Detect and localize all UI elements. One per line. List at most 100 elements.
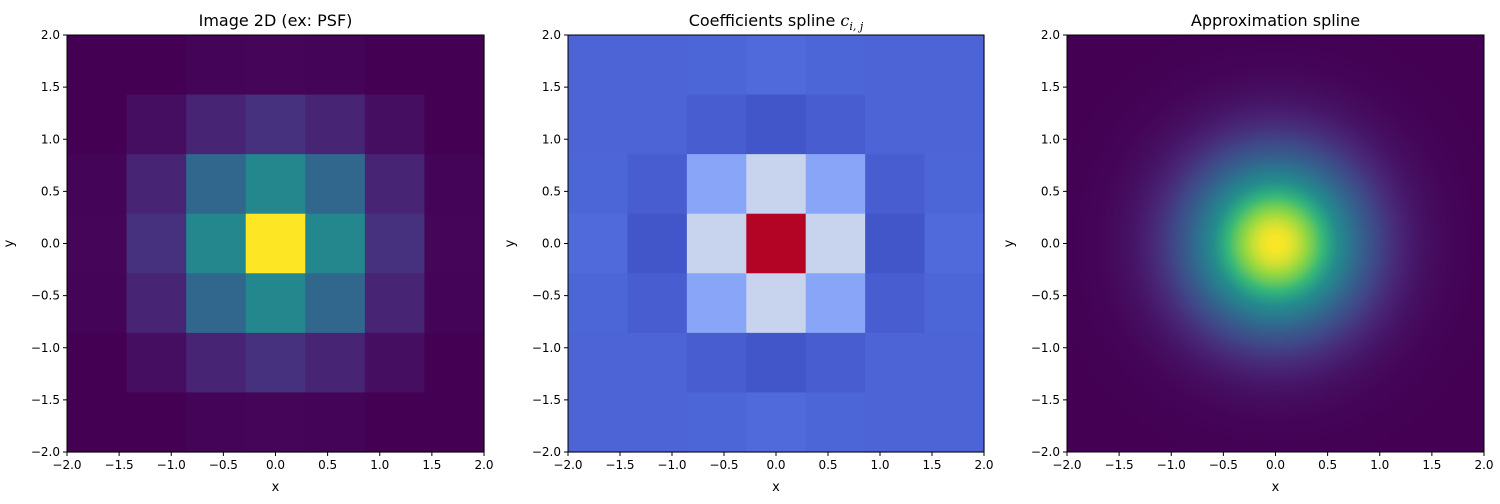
heatmap-cell	[305, 94, 366, 155]
heatmap-cell	[805, 94, 866, 155]
heatmap-cell	[805, 35, 866, 96]
y-axis-ticks: −2.0 −1.5 −1.0 −0.5 0.0 0.5 1.0 1.5 2.0	[31, 28, 67, 459]
panel-spline-coefficients: Coefficients spline ci, j −2.0 −1.5 −1.0 −0…	[503, 11, 994, 495]
x-tick-label: −1.0	[657, 458, 686, 472]
x-tick-label: 0.5	[818, 458, 837, 472]
heatmap-cells	[568, 35, 985, 453]
x-axis-label: x	[1272, 480, 1280, 495]
chart-title-text: Coefficients spline	[689, 11, 841, 30]
x-tick-label: 1.0	[370, 458, 389, 472]
y-axis-label: y	[503, 239, 518, 247]
heatmap-cell	[245, 94, 306, 155]
heatmap-cell	[924, 392, 985, 453]
x-tick-label: −1.5	[1105, 458, 1134, 472]
heatmap-cell	[805, 213, 866, 274]
heatmap-cell	[627, 94, 688, 155]
heatmap-cell	[424, 35, 485, 96]
panel-psf-image: Image 2D (ex: PSF) −2.0 −1.5 −1.0 −0.5 0.0 0.…	[2, 11, 494, 495]
x-axis-ticks: −2.0 −1.5 −1.0 −0.5 0.0 0.5 1.0 1.5 2.0	[553, 452, 994, 472]
y-tick-label: 0.0	[41, 237, 60, 251]
heatmap-cell	[305, 332, 366, 394]
heatmap-cell	[245, 35, 306, 96]
heatmap-cell	[865, 35, 926, 96]
y-tick-label: 1.0	[1041, 132, 1060, 146]
y-axis-ticks: −2.0 −1.5 −1.0 −0.5 0.0 0.5 1.0 1.5 2.0	[532, 28, 568, 459]
heatmap-cell	[805, 392, 866, 453]
heatmap-cell	[924, 154, 985, 215]
y-tick-label: 0.5	[542, 184, 561, 198]
x-tick-label: −0.5	[709, 458, 738, 472]
y-tick-label: −2.0	[532, 445, 561, 459]
chart-title: Image 2D (ex: PSF)	[199, 11, 353, 30]
heatmap-cell	[305, 35, 366, 96]
y-tick-label: −0.5	[532, 289, 561, 303]
heatmap-cell	[245, 154, 306, 215]
heatmap-cell	[126, 392, 187, 453]
heatmap-cell	[305, 392, 366, 453]
heatmap-cell	[686, 392, 747, 453]
heatmap-cell	[364, 213, 426, 274]
heatmap-cell	[924, 332, 985, 394]
y-tick-label: 1.5	[41, 80, 60, 94]
heatmap-cell	[424, 213, 485, 274]
heatmap-cell	[865, 273, 926, 334]
x-tick-label: 1.0	[1370, 458, 1389, 472]
heatmap-cell	[364, 273, 426, 334]
heatmap-cell	[67, 392, 128, 453]
heatmap-cell	[245, 332, 306, 394]
heatmap-cell	[805, 273, 866, 334]
heatmap-cell	[126, 273, 187, 334]
heatmap-cell	[364, 332, 426, 394]
heatmap-cell	[805, 154, 866, 215]
heatmap-cell	[305, 213, 366, 274]
heatmap-cell	[67, 332, 128, 394]
heatmap-cell	[364, 154, 426, 215]
heatmap-cell	[126, 154, 187, 215]
heatmap-cell	[568, 94, 629, 155]
heatmap-cells	[67, 35, 485, 453]
heatmap-cell	[924, 213, 985, 274]
x-tick-label: 2.0	[474, 458, 493, 472]
heatmap-cell	[686, 213, 747, 274]
y-tick-label: 0.5	[41, 184, 60, 198]
heatmap-cell	[865, 392, 926, 453]
heatmap-cell	[424, 273, 485, 334]
heatmap-cell	[686, 35, 747, 96]
heatmap-cell	[746, 392, 807, 453]
y-tick-label: −1.0	[532, 341, 561, 355]
panel-spline-approximation: Approximation spline −2.0 −1.5 −1.0 −0.5 0.0…	[1002, 11, 1494, 495]
heatmap-cell	[424, 154, 485, 215]
x-tick-label: −1.0	[157, 458, 186, 472]
x-tick-label: 1.5	[922, 458, 941, 472]
heatmap-cell	[245, 213, 306, 274]
x-tick-label: −2.0	[553, 458, 582, 472]
y-tick-label: 0.0	[542, 237, 561, 251]
x-tick-label: 0.0	[266, 458, 285, 472]
heatmap-cell	[126, 213, 187, 274]
heatmap-cell	[67, 273, 128, 334]
x-tick-label: −1.0	[1157, 458, 1186, 472]
y-axis-ticks: −2.0 −1.5 −1.0 −0.5 0.0 0.5 1.0 1.5 2.0	[1031, 28, 1067, 459]
chart-title: Coefficients spline ci, j	[689, 11, 864, 33]
x-axis-ticks: −2.0 −1.5 −1.0 −0.5 0.0 0.5 1.0 1.5 2.0	[52, 452, 494, 472]
heatmap-cell	[305, 273, 366, 334]
x-axis-label: x	[772, 480, 780, 495]
heatmap-cell	[186, 332, 247, 394]
x-tick-label: 2.0	[1474, 458, 1493, 472]
heatmap-cell	[186, 154, 247, 215]
heatmap-cell	[686, 273, 747, 334]
heatmap-cell	[924, 94, 985, 155]
x-tick-label: −0.5	[1209, 458, 1238, 472]
heatmap-cell	[865, 154, 926, 215]
y-tick-label: −1.5	[31, 393, 60, 407]
x-tick-label: −0.5	[209, 458, 238, 472]
x-tick-label: 1.5	[422, 458, 441, 472]
x-tick-label: 0.0	[766, 458, 785, 472]
x-tick-label: 0.5	[318, 458, 337, 472]
y-tick-label: −2.0	[31, 445, 60, 459]
heatmap-cell	[746, 273, 807, 334]
heatmap-cell	[568, 273, 629, 334]
heatmap-cell	[924, 35, 985, 96]
y-tick-label: 1.5	[542, 80, 561, 94]
